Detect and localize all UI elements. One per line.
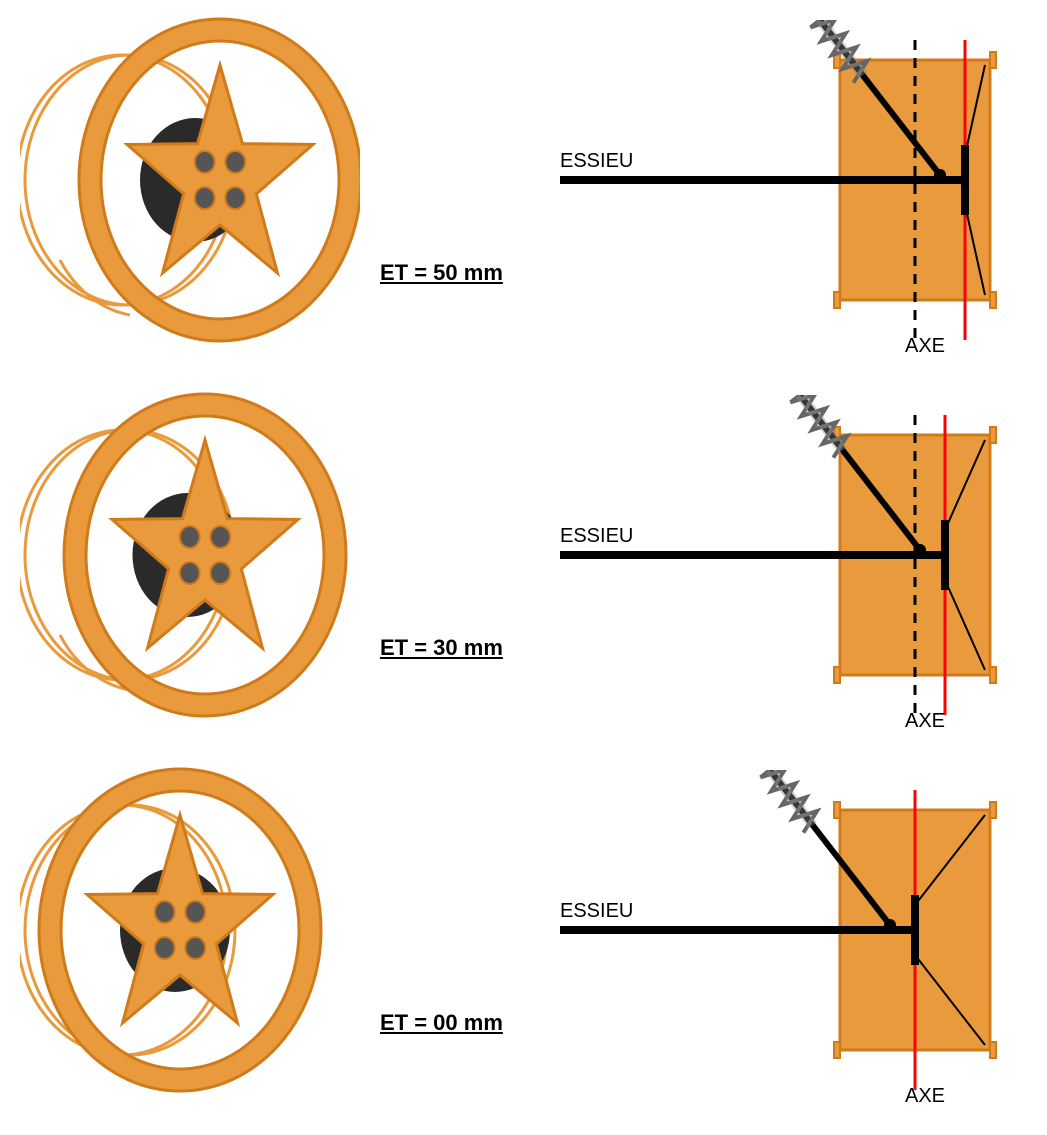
essieu-label: ESSIEU bbox=[560, 900, 633, 923]
et-label: ET = 00 mm bbox=[380, 1010, 503, 1036]
wheel-cross-section bbox=[540, 20, 1040, 385]
wheel-cross-section bbox=[540, 395, 1040, 760]
wheel-3d-view bbox=[20, 10, 360, 355]
axe-label: AXE bbox=[905, 710, 945, 733]
et-label: ET = 30 mm bbox=[380, 635, 503, 661]
diagram-row: ET = 30 mm ESSIEU AXE bbox=[0, 375, 1047, 750]
wheel-3d-view bbox=[20, 760, 360, 1105]
wheel-cross-section bbox=[540, 770, 1040, 1135]
axe-label: AXE bbox=[905, 335, 945, 358]
axe-label: AXE bbox=[905, 1085, 945, 1108]
et-label: ET = 50 mm bbox=[380, 260, 503, 286]
diagram-row: ET = 50 mm ESSIEU AXE bbox=[0, 0, 1047, 375]
essieu-label: ESSIEU bbox=[560, 150, 633, 173]
essieu-label: ESSIEU bbox=[560, 525, 633, 548]
diagram-row: ET = 00 mm ESSIEU AXE bbox=[0, 750, 1047, 1125]
wheel-3d-view bbox=[20, 385, 360, 730]
